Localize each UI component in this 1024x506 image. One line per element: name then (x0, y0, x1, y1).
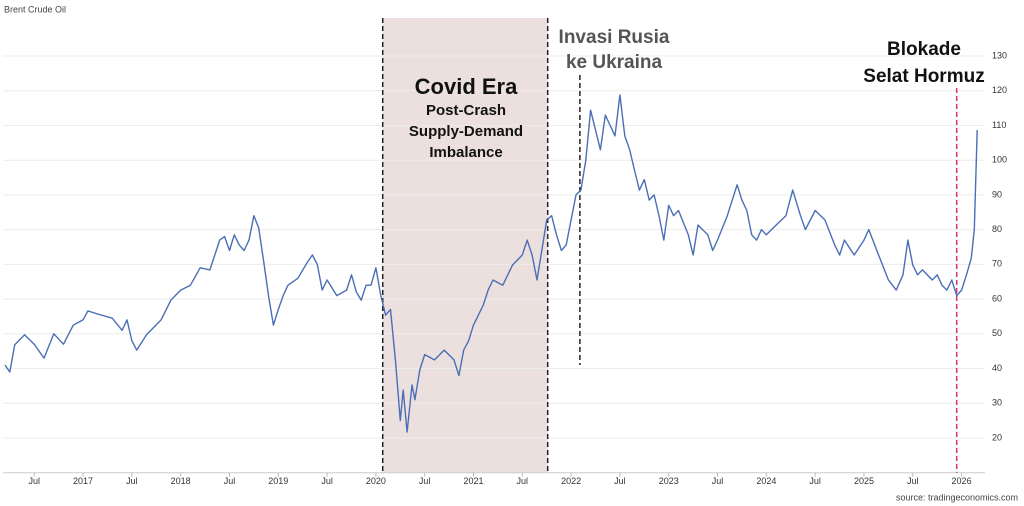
annotation: Selat Hormuz (863, 66, 984, 87)
y-tick-label: 40 (992, 363, 1002, 373)
y-tick-label: 90 (992, 189, 1002, 199)
x-tick-label: 2019 (268, 476, 288, 486)
x-tick-label: Jul (321, 476, 333, 486)
x-tick-label: Jul (907, 476, 919, 486)
x-tick-label: 2022 (561, 476, 581, 486)
x-tick-label: 2024 (756, 476, 776, 486)
y-tick-label: 110 (992, 120, 1006, 130)
x-tick-label: Jul (419, 476, 431, 486)
y-tick-label: 30 (992, 398, 1002, 408)
y-tick-label: 50 (992, 328, 1002, 338)
x-tick-label: Jul (224, 476, 236, 486)
x-tick-label: Jul (126, 476, 138, 486)
x-tick-label: 2021 (463, 476, 483, 486)
y-tick-label: 100 (992, 155, 1007, 165)
x-tick-label: Jul (28, 476, 40, 486)
annotation: Covid Era (415, 74, 518, 99)
y-tick-label: 130 (992, 50, 1007, 60)
y-tick-label: 80 (992, 224, 1002, 234)
x-tick-label: 2020 (366, 476, 386, 486)
annotation: Imbalance (429, 144, 502, 161)
chart-title: Brent Crude Oil (4, 4, 66, 14)
x-tick-label: 2017 (73, 476, 93, 486)
x-tick-label: Jul (614, 476, 626, 486)
annotation: Blokade (887, 39, 961, 60)
annotation: Supply-Demand (409, 123, 523, 140)
y-tick-label: 20 (992, 432, 1002, 442)
x-tick-label: 2018 (171, 476, 191, 486)
x-tick-label: Jul (809, 476, 821, 486)
annotation: ke Ukraina (566, 52, 663, 73)
x-tick-label: Jul (517, 476, 529, 486)
y-tick-label: 120 (992, 85, 1007, 95)
source: source: tradingeconomics.com (896, 492, 1018, 502)
y-tick-label: 60 (992, 293, 1002, 303)
x-tick-label: Jul (712, 476, 724, 486)
annotation: Invasi Rusia (559, 27, 670, 48)
y-tick-label: 70 (992, 259, 1002, 269)
x-tick-label: 2025 (854, 476, 874, 486)
price-line (4, 94, 978, 433)
x-tick-label: 2026 (952, 476, 972, 486)
x-tick-label: 2023 (659, 476, 679, 486)
annotation: Post-Crash (426, 102, 506, 119)
